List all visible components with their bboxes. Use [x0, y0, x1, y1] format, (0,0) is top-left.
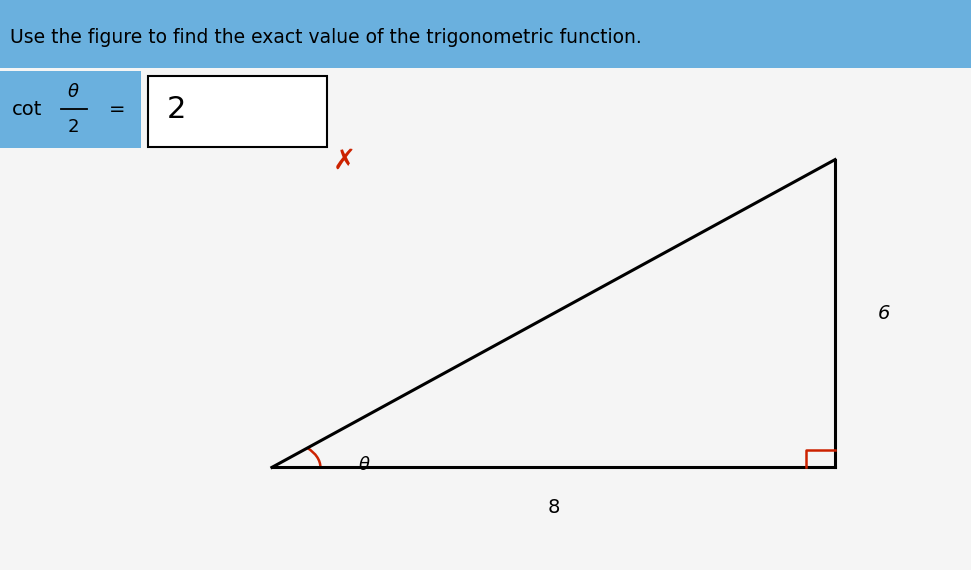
Text: 2: 2	[167, 95, 186, 124]
Text: $\theta$: $\theta$	[357, 456, 370, 474]
Text: 6: 6	[878, 304, 889, 323]
Text: cot: cot	[12, 100, 42, 119]
Text: 8: 8	[548, 498, 559, 517]
Text: =: =	[109, 100, 125, 119]
Text: $\theta$: $\theta$	[67, 83, 81, 101]
Text: Use the figure to find the exact value of the trigonometric function.: Use the figure to find the exact value o…	[10, 27, 642, 47]
FancyBboxPatch shape	[148, 76, 327, 147]
Text: ✗: ✗	[333, 146, 356, 175]
FancyBboxPatch shape	[0, 0, 971, 68]
FancyBboxPatch shape	[0, 71, 141, 148]
Text: 2: 2	[68, 117, 80, 136]
